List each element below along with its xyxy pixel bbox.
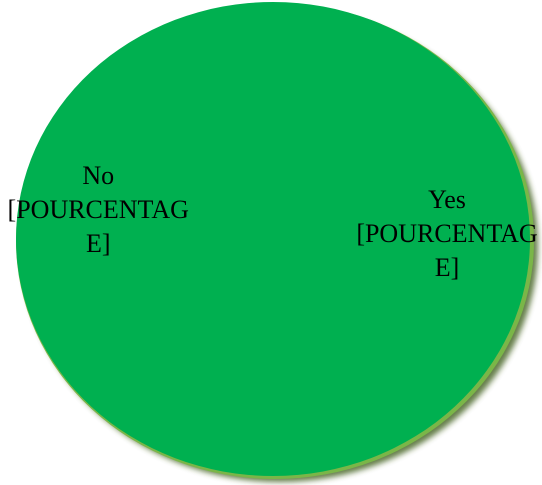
slices: [16, 2, 530, 476]
slice-category: Yes: [428, 185, 466, 214]
pie-slice: [273, 2, 530, 476]
slice-label: Yes [POURCENTAGE]: [352, 183, 542, 285]
slice-value: [POURCENTAGE]: [7, 195, 189, 258]
slice-value: [POURCENTAGE]: [356, 219, 538, 282]
slice-category: No: [82, 161, 115, 190]
pie-slice: [16, 2, 273, 476]
slice-label: No [POURCENTAGE]: [3, 159, 193, 261]
